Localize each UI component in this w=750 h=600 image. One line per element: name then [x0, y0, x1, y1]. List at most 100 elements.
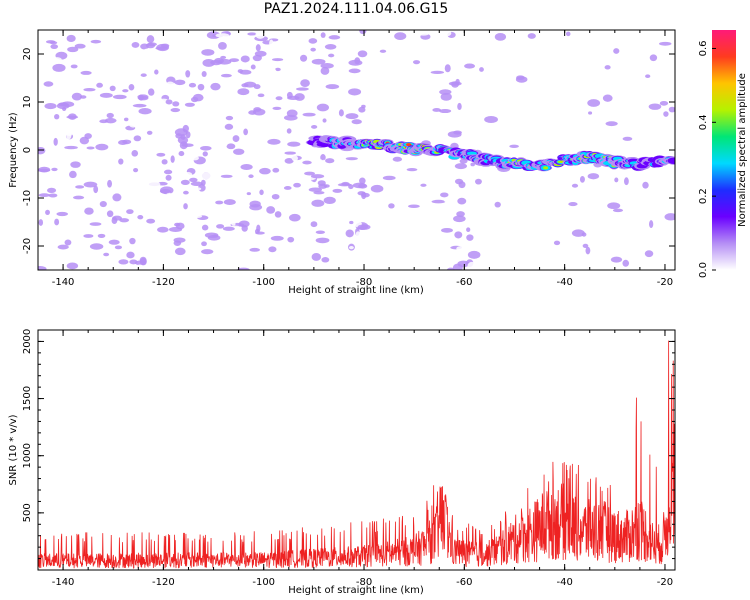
- noise-cell: [624, 177, 629, 186]
- noise-cell: [294, 93, 305, 101]
- noise-cell: [511, 92, 523, 99]
- noise-cell: [394, 32, 407, 41]
- noise-cell: [443, 167, 455, 171]
- noise-cell: [197, 83, 205, 91]
- noise-cell: [561, 242, 572, 248]
- noise-cell: [90, 39, 102, 44]
- noise-cell: [237, 88, 250, 96]
- noise-cell: [186, 256, 192, 263]
- noise-cell: [406, 168, 418, 172]
- noise-cell: [167, 36, 180, 44]
- noise-cell: [648, 103, 662, 110]
- noise-cell: [439, 30, 452, 37]
- noise-cell: [338, 109, 344, 117]
- noise-cell: [48, 193, 58, 198]
- noise-cell: [190, 96, 199, 103]
- noise-cell: [129, 237, 136, 245]
- noise-cell: [206, 31, 221, 39]
- noise-cell: [114, 245, 123, 250]
- noise-cell: [364, 203, 374, 209]
- noise-cell: [200, 179, 206, 186]
- noise-cell: [119, 218, 130, 223]
- noise-cell: [96, 156, 108, 164]
- noise-cell: [83, 88, 96, 92]
- noise-cell: [147, 88, 155, 96]
- noise-cell: [258, 115, 264, 123]
- noise-cell: [355, 231, 361, 237]
- noise-cell: [467, 261, 477, 270]
- noise-cell: [320, 32, 326, 38]
- noise-cell: [345, 157, 358, 161]
- noise-cell: [302, 160, 312, 165]
- noise-cell: [241, 224, 248, 232]
- noise-cell: [275, 96, 283, 101]
- snr-x-tick-label: -120: [152, 577, 175, 588]
- noise-cell: [509, 144, 519, 148]
- noise-cell: [109, 144, 117, 152]
- noise-cell: [292, 172, 297, 177]
- noise-cell: [348, 245, 354, 250]
- noise-cell: [588, 111, 593, 115]
- noise-cell: [291, 155, 298, 162]
- noise-cell: [494, 201, 501, 208]
- noise-cell: [629, 63, 634, 72]
- noise-cell: [38, 166, 51, 173]
- noise-cell: [438, 109, 452, 114]
- snr-y-tick-label: 1500: [22, 386, 33, 411]
- noise-cell: [480, 204, 491, 211]
- noise-cell: [252, 108, 266, 116]
- noise-cell: [607, 202, 621, 210]
- noise-cell: [568, 202, 578, 207]
- noise-cell: [175, 133, 183, 139]
- noise-cell: [465, 219, 471, 225]
- noise-cell: [582, 243, 589, 248]
- noise-cell: [452, 263, 463, 270]
- noise-cell: [118, 158, 124, 165]
- noise-cell: [315, 230, 326, 234]
- spectrogram-x-tick-label: -80: [356, 277, 372, 288]
- noise-cell: [266, 206, 276, 214]
- noise-cell: [283, 257, 295, 262]
- noise-cell: [253, 84, 261, 90]
- noise-cell: [216, 142, 228, 148]
- noise-cell: [52, 63, 66, 72]
- noise-cell: [454, 163, 467, 170]
- noise-cell: [302, 112, 316, 117]
- noise-cell: [349, 220, 354, 225]
- noise-cell: [243, 128, 249, 136]
- noise-cell: [38, 193, 51, 198]
- noise-cell: [323, 184, 330, 188]
- noise-cell: [446, 267, 455, 270]
- noise-cell: [621, 96, 634, 103]
- noise-cell: [215, 33, 230, 38]
- noise-cell: [49, 41, 58, 45]
- noise-cell: [212, 234, 219, 238]
- noise-cell: [85, 118, 90, 123]
- signal-cell: [543, 166, 549, 170]
- noise-cell: [233, 148, 245, 155]
- noise-cell: [466, 212, 479, 221]
- noise-cell: [270, 68, 277, 75]
- noise-cell: [178, 151, 185, 157]
- noise-cell: [45, 209, 50, 215]
- noise-cell: [50, 44, 59, 50]
- noise-cell: [126, 209, 134, 215]
- noise-cell: [443, 197, 453, 203]
- noise-cell: [238, 220, 250, 228]
- noise-cell: [67, 46, 79, 53]
- spectrogram-x-label: Height of straight line (km): [288, 285, 424, 296]
- noise-cell: [131, 41, 140, 48]
- noise-cell: [444, 64, 451, 73]
- noise-cell: [248, 89, 261, 94]
- noise-cell: [99, 92, 113, 98]
- noise-cell: [86, 146, 95, 150]
- noise-cell: [180, 179, 190, 185]
- noise-cell: [70, 191, 83, 196]
- noise-cell: [311, 125, 318, 129]
- noise-cell: [64, 145, 78, 150]
- noise-cell: [413, 60, 421, 65]
- noise-cell: [387, 224, 399, 228]
- noise-cell: [70, 161, 81, 168]
- noise-cell: [163, 169, 173, 175]
- noise-cell: [328, 35, 341, 40]
